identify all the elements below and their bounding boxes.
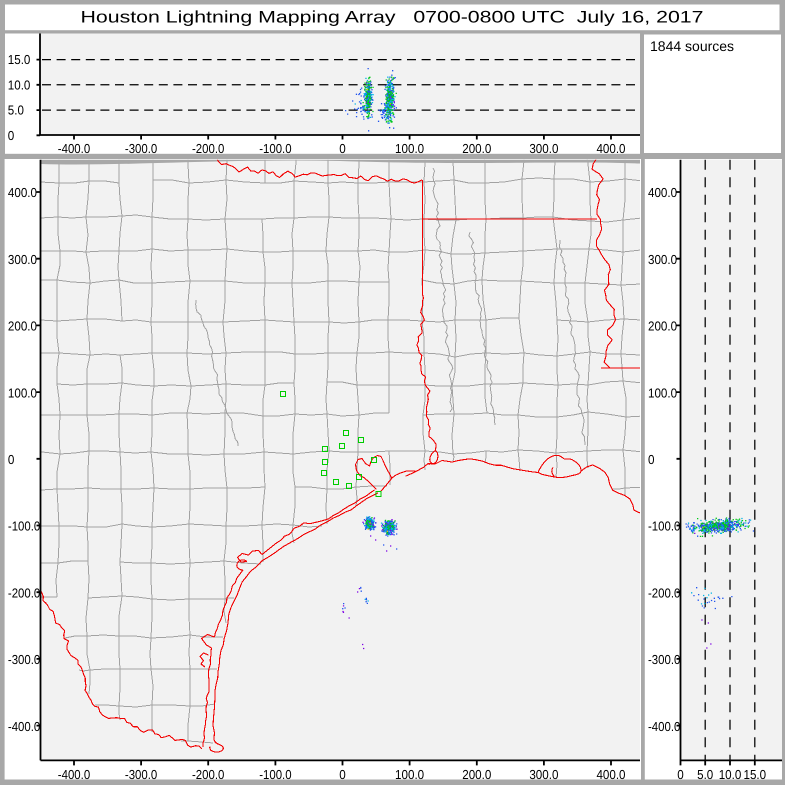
svg-text:10.0: 10.0 bbox=[719, 767, 742, 782]
svg-text:200.0: 200.0 bbox=[8, 319, 37, 334]
svg-text:100.0: 100.0 bbox=[395, 141, 424, 156]
svg-text:5.0: 5.0 bbox=[8, 103, 24, 118]
svg-text:15.0: 15.0 bbox=[744, 767, 767, 782]
svg-text:0: 0 bbox=[8, 452, 14, 467]
svg-text:-400.0: -400.0 bbox=[8, 719, 40, 734]
svg-text:-300.0: -300.0 bbox=[125, 141, 157, 156]
svg-text:0: 0 bbox=[8, 128, 15, 143]
svg-text:200.0: 200.0 bbox=[462, 141, 491, 156]
svg-text:-400.0: -400.0 bbox=[58, 767, 90, 782]
svg-text:400.0: 400.0 bbox=[648, 185, 677, 200]
svg-text:-300.0: -300.0 bbox=[8, 652, 40, 667]
svg-text:300.0: 300.0 bbox=[8, 252, 37, 267]
svg-text:300.0: 300.0 bbox=[648, 252, 677, 267]
svg-text:400.0: 400.0 bbox=[8, 185, 37, 200]
svg-text:-100.0: -100.0 bbox=[259, 767, 291, 782]
svg-text:100.0: 100.0 bbox=[648, 385, 677, 400]
svg-text:-200.0: -200.0 bbox=[192, 767, 224, 782]
svg-text:-200.0: -200.0 bbox=[192, 141, 224, 156]
svg-text:0: 0 bbox=[677, 767, 684, 782]
svg-text:-100.0: -100.0 bbox=[259, 141, 291, 156]
svg-text:-100.0: -100.0 bbox=[8, 519, 40, 534]
svg-text:-200.0: -200.0 bbox=[648, 585, 680, 600]
svg-text:-300.0: -300.0 bbox=[648, 652, 680, 667]
svg-text:-300.0: -300.0 bbox=[125, 767, 157, 782]
svg-text:5.0: 5.0 bbox=[697, 767, 713, 782]
svg-text:400.0: 400.0 bbox=[596, 767, 625, 782]
svg-text:-200.0: -200.0 bbox=[8, 585, 40, 600]
svg-text:100.0: 100.0 bbox=[8, 385, 37, 400]
svg-text:Houston Lightning Mapping Arra: Houston Lightning Mapping Array 0700-080… bbox=[81, 8, 704, 27]
svg-text:-400.0: -400.0 bbox=[58, 141, 90, 156]
svg-text:0: 0 bbox=[339, 767, 346, 782]
svg-text:100.0: 100.0 bbox=[395, 767, 424, 782]
svg-text:400.0: 400.0 bbox=[596, 141, 625, 156]
svg-text:200.0: 200.0 bbox=[462, 767, 491, 782]
svg-text:1844 sources: 1844 sources bbox=[650, 38, 734, 54]
svg-text:-100.0: -100.0 bbox=[648, 519, 680, 534]
svg-text:-400.0: -400.0 bbox=[648, 719, 680, 734]
svg-text:300.0: 300.0 bbox=[529, 767, 558, 782]
svg-text:200.0: 200.0 bbox=[648, 319, 677, 334]
svg-text:10.0: 10.0 bbox=[8, 77, 31, 92]
svg-text:0: 0 bbox=[339, 141, 346, 156]
svg-text:0: 0 bbox=[648, 452, 655, 467]
svg-text:300.0: 300.0 bbox=[529, 141, 558, 156]
svg-text:15.0: 15.0 bbox=[8, 52, 31, 67]
